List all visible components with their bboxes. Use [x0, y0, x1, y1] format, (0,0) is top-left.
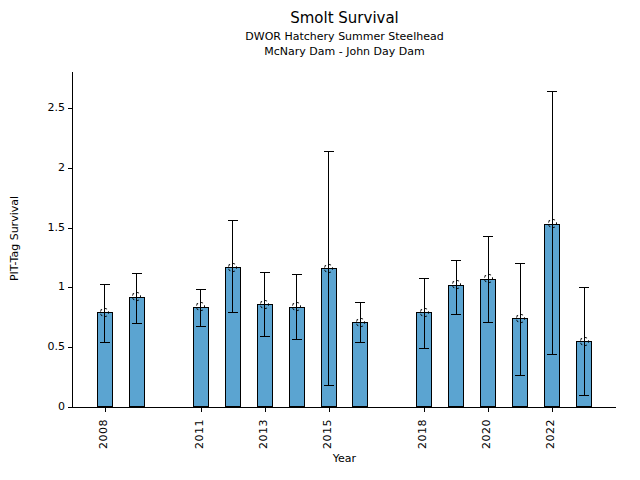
x-tick-label-2008: 2008 [97, 419, 110, 449]
error-cap-top-2020 [483, 236, 493, 237]
error-cap-top-2009 [132, 273, 142, 274]
x-tick-label-2018: 2018 [416, 419, 429, 449]
error-cap-bottom-2019 [451, 314, 461, 315]
error-cap-top-2022 [547, 91, 557, 92]
mean-marker-2023 [580, 337, 589, 346]
error-cap-top-2023 [579, 287, 589, 288]
x-tick-label-2015: 2015 [321, 419, 334, 449]
error-cap-bottom-2008 [100, 342, 110, 343]
error-cap-top-2021 [515, 263, 525, 264]
y-tick-1 [68, 287, 72, 288]
smolt-survival-chart: Smolt Survival DWOR Hatchery Summer Stee… [0, 0, 640, 480]
error-cap-bottom-2023 [579, 395, 589, 396]
error-cap-bottom-2009 [132, 323, 142, 324]
error-cap-bottom-2015 [324, 385, 334, 386]
error-cap-top-2012 [228, 220, 238, 221]
mean-marker-2012 [228, 263, 237, 272]
error-cap-bottom-2022 [547, 354, 557, 355]
x-tick-2020 [488, 408, 489, 412]
x-tick-label-2020: 2020 [480, 419, 493, 449]
mean-marker-2013 [260, 300, 269, 309]
x-tick-2008 [105, 408, 106, 412]
error-cap-top-2019 [451, 260, 461, 261]
y-tick-2 [68, 168, 72, 169]
y-tick-label-0.5: 0.5 [15, 340, 65, 354]
error-cap-bottom-2012 [228, 312, 238, 313]
x-axis-spine [72, 407, 616, 408]
error-cap-top-2014 [292, 274, 302, 275]
mean-marker-2015 [324, 264, 333, 273]
error-cap-bottom-2021 [515, 375, 525, 376]
x-tick-2022 [552, 408, 553, 412]
y-tick-1.5 [68, 228, 72, 229]
x-tick-label-2013: 2013 [257, 419, 270, 449]
y-axis-spine [72, 72, 73, 408]
error-cap-bottom-2020 [483, 322, 493, 323]
mean-marker-2014 [292, 302, 301, 311]
error-cap-bottom-2013 [260, 336, 270, 337]
error-cap-bottom-2018 [419, 348, 429, 349]
error-cap-top-2013 [260, 272, 270, 273]
y-tick-2.5 [68, 108, 72, 109]
x-tick-2011 [201, 408, 202, 412]
error-cap-top-2011 [196, 289, 206, 290]
plot-area: 0 0.5 1 1.5 2 2.5 2008 2011 2013 2015 2018 2020 2022 [0, 0, 640, 480]
x-tick-2013 [265, 408, 266, 412]
mean-marker-2021 [516, 314, 525, 323]
x-tick-2018 [424, 408, 425, 412]
mean-marker-2016 [356, 318, 365, 327]
x-tick-label-2011: 2011 [193, 419, 206, 449]
y-axis-label: PIT-Tag Survival [8, 169, 21, 309]
y-tick-label-1: 1 [15, 280, 65, 294]
error-cap-top-2015 [324, 151, 334, 152]
error-cap-top-2018 [419, 278, 429, 279]
y-tick-0.5 [68, 347, 72, 348]
y-tick-label-2: 2 [15, 161, 65, 175]
x-tick-2015 [329, 408, 330, 412]
y-tick-0 [68, 407, 72, 408]
mean-marker-2018 [420, 308, 429, 317]
y-tick-label-2.5: 2.5 [15, 101, 65, 115]
error-cap-bottom-2014 [292, 339, 302, 340]
error-cap-top-2016 [355, 302, 365, 303]
x-tick-label-2022: 2022 [544, 419, 557, 449]
y-tick-label-0: 0 [15, 400, 65, 414]
error-cap-top-2008 [100, 284, 110, 285]
x-axis-label: Year [73, 452, 616, 465]
error-cap-bottom-2011 [196, 326, 206, 327]
y-tick-label-1.5: 1.5 [15, 221, 65, 235]
error-cap-bottom-2016 [355, 342, 365, 343]
